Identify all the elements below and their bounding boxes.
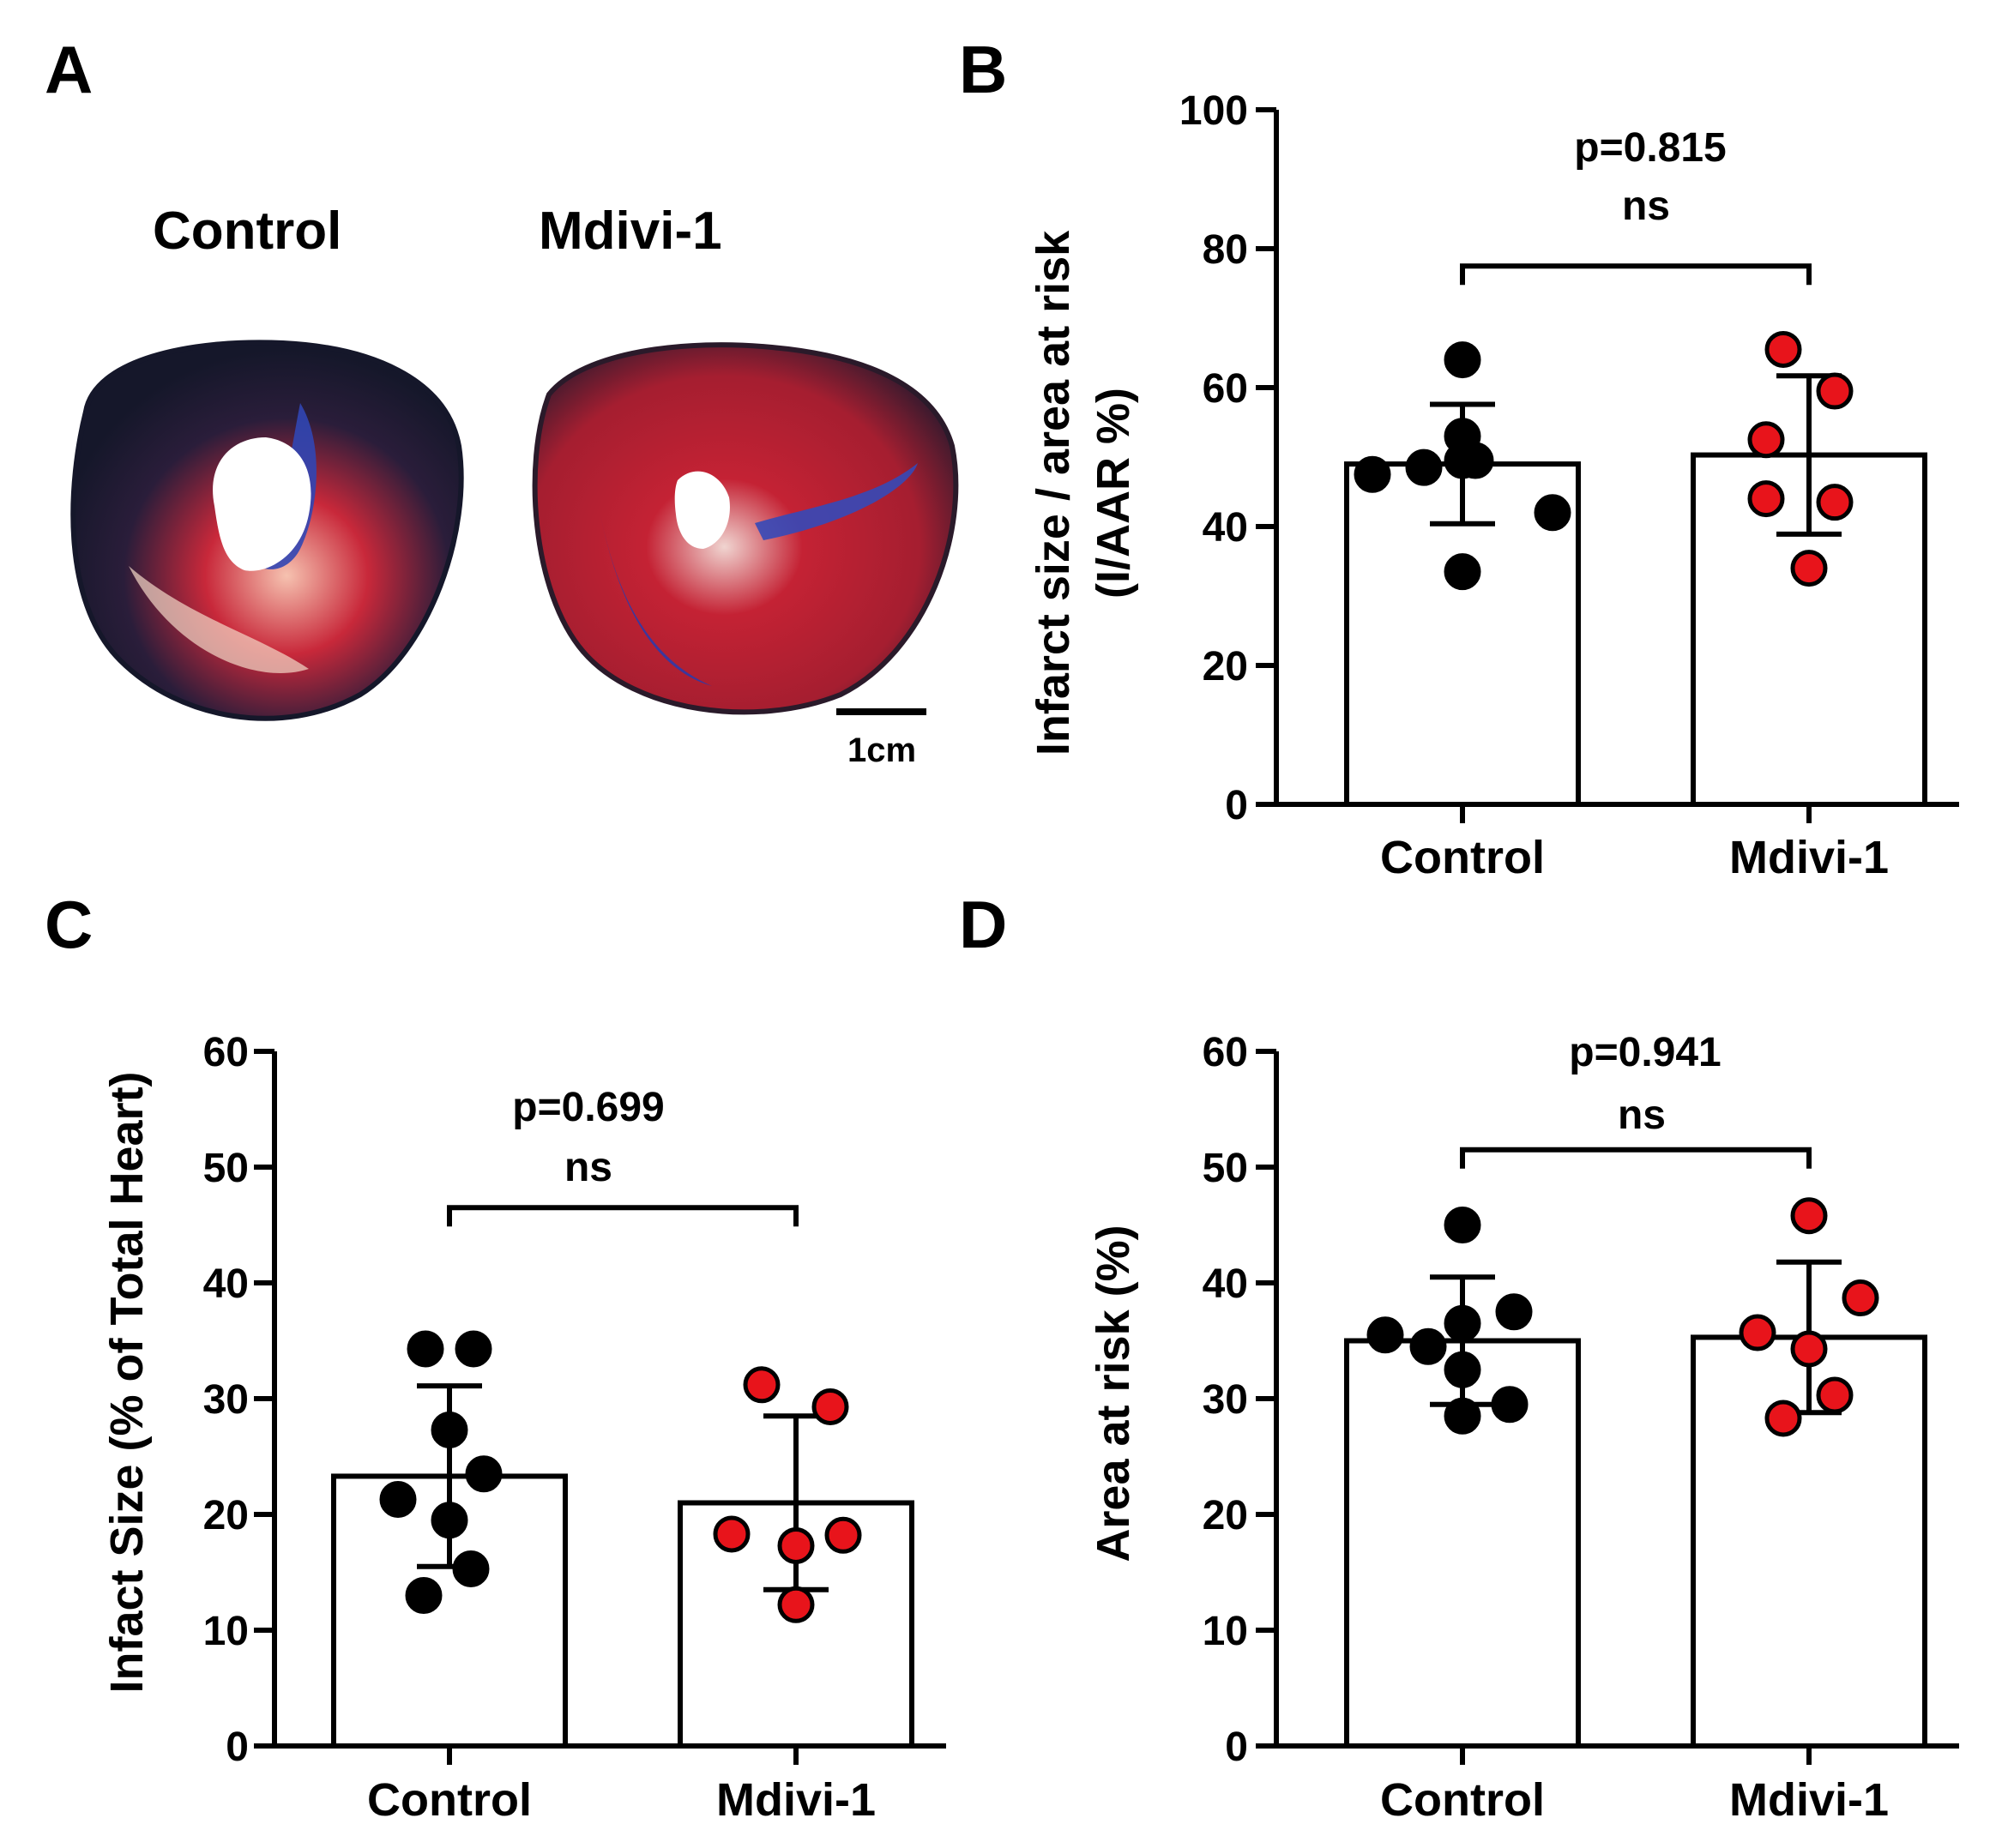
data-point — [1747, 480, 1785, 518]
data-point — [1764, 330, 1802, 368]
y-tick-label: 80 — [1203, 227, 1248, 273]
significance-label: ns — [564, 1145, 612, 1190]
y-tick-label: 60 — [203, 1030, 249, 1075]
data-point — [1790, 550, 1828, 587]
y-tick-label: 100 — [1179, 88, 1248, 134]
category-label-control: Control — [367, 1774, 532, 1826]
data-point — [1444, 1397, 1481, 1435]
y-tick-label: 50 — [203, 1146, 249, 1191]
y-tick-label: 30 — [203, 1377, 249, 1423]
data-point — [431, 1411, 468, 1448]
data-point — [1491, 1386, 1529, 1424]
p-value-label: p=0.815 — [1574, 125, 1726, 171]
data-point — [465, 1455, 503, 1493]
y-tick-label: 0 — [226, 1725, 249, 1770]
data-point — [452, 1550, 490, 1587]
data-point — [1747, 421, 1785, 459]
panel-letter-b: B — [959, 32, 1007, 107]
category-label-mdivi: Mdivi-1 — [1729, 832, 1889, 883]
chart-d: Area at risk (%) p=0.941 ns Control Mdiv… — [1088, 1030, 1959, 1826]
data-point — [1456, 442, 1494, 479]
data-point — [1444, 341, 1481, 379]
data-point — [431, 1502, 468, 1539]
y-tick-label: 20 — [203, 1493, 249, 1538]
significance-label: ns — [1618, 1093, 1666, 1138]
data-point — [379, 1480, 417, 1518]
y-tick-label: 50 — [1203, 1146, 1248, 1191]
y-axis-label: Infarct size / area at risk — [1028, 230, 1079, 755]
data-point — [1409, 1327, 1447, 1365]
group-label-control: Control — [153, 202, 341, 261]
category-label-mdivi: Mdivi-1 — [716, 1774, 876, 1826]
data-point — [1816, 1376, 1854, 1414]
scale-bar-label: 1cm — [847, 731, 916, 769]
significance-label: ns — [1622, 184, 1670, 229]
data-point — [1816, 484, 1854, 521]
y-tick-label: 20 — [1203, 1493, 1248, 1538]
panel-letter-c: C — [45, 887, 93, 962]
significance-bracket — [1460, 263, 1812, 286]
data-point — [743, 1366, 781, 1404]
y-tick-label: 10 — [1203, 1609, 1248, 1654]
p-value-label: p=0.699 — [512, 1085, 664, 1130]
p-value-label: p=0.941 — [1569, 1030, 1721, 1075]
data-point — [407, 1330, 444, 1368]
data-point — [1790, 1330, 1828, 1368]
data-point — [1444, 1304, 1481, 1342]
significance-bracket — [1460, 1147, 1812, 1169]
y-tick-label: 20 — [1203, 644, 1248, 689]
data-point — [405, 1577, 443, 1614]
data-point — [777, 1526, 815, 1564]
category-label-mdivi: Mdivi-1 — [1729, 1774, 1889, 1826]
data-point — [1405, 448, 1443, 486]
panel-letter-a: A — [45, 32, 93, 107]
category-label-control: Control — [1380, 1774, 1545, 1826]
significance-bracket — [447, 1205, 799, 1227]
y-tick-label: 40 — [203, 1261, 249, 1307]
data-point — [824, 1516, 862, 1554]
group-label-mdivi: Mdivi-1 — [539, 202, 722, 261]
data-point — [455, 1330, 492, 1368]
y-axis-label-line2: (I/AAR %) — [1088, 388, 1139, 599]
y-axis-label: Infact Size (% of Total Heart) — [101, 1071, 153, 1693]
y-tick-label: 30 — [1203, 1377, 1248, 1423]
data-point — [1842, 1279, 1879, 1317]
data-point — [1739, 1314, 1776, 1351]
data-point — [1790, 1197, 1828, 1235]
chart-c: Infact Size (% of Total Heart) p=0.699 n… — [101, 1030, 946, 1826]
y-tick-label: 40 — [1203, 505, 1248, 551]
chart-b: Infarct size / area at risk (I/AAR %) p=… — [1028, 88, 1959, 883]
data-point — [1444, 1207, 1481, 1243]
data-point — [1764, 1400, 1802, 1437]
y-axis-label: Area at risk (%) — [1088, 1225, 1139, 1562]
y-tick-label: 0 — [1225, 1725, 1248, 1770]
heart-slice-mdivi — [532, 342, 959, 715]
y-tick-label: 60 — [1203, 366, 1248, 412]
y-tick-label: 60 — [1203, 1030, 1248, 1075]
data-point — [1444, 1351, 1481, 1388]
category-label-control: Control — [1380, 832, 1545, 883]
heart-slice-control — [70, 340, 464, 721]
y-tick-label: 10 — [203, 1609, 249, 1654]
panel-letter-d: D — [959, 887, 1007, 962]
data-point — [1366, 1316, 1404, 1354]
data-point — [1354, 455, 1391, 493]
data-point — [1444, 553, 1481, 591]
data-point — [777, 1586, 815, 1623]
panel-a-photo: Control Mdivi-1 1cm — [70, 202, 959, 769]
data-point — [811, 1388, 849, 1425]
data-point — [1816, 372, 1854, 410]
data-point — [1534, 494, 1571, 532]
data-point — [713, 1515, 751, 1553]
y-tick-label: 0 — [1225, 783, 1248, 828]
y-tick-label: 40 — [1203, 1261, 1248, 1307]
data-point — [1495, 1293, 1533, 1331]
